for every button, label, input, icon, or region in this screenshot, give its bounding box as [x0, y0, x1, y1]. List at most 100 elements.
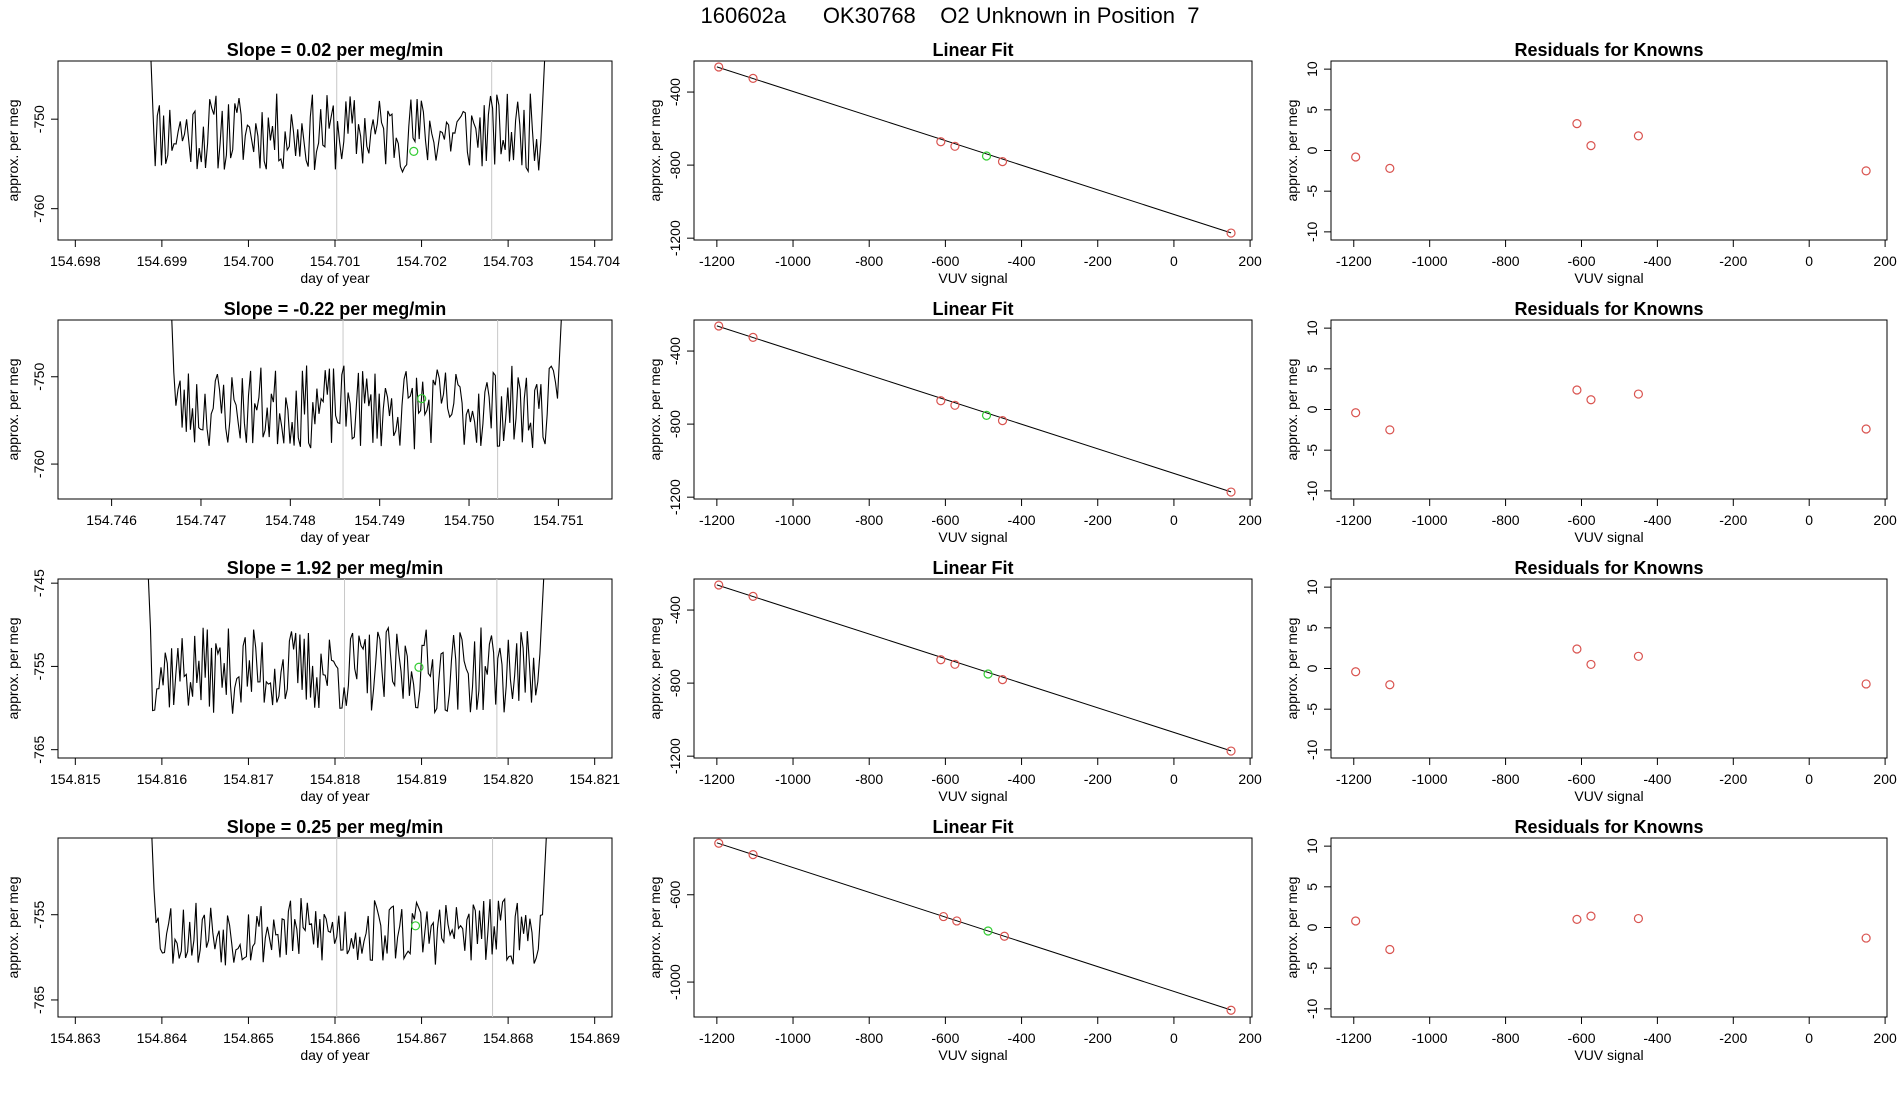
- x-tick-label: -800: [855, 512, 883, 528]
- x-tick-label: -600: [931, 512, 959, 528]
- x-tick-label: 154.819: [396, 771, 447, 787]
- known-point: [936, 655, 946, 665]
- y-tick-label: -5: [1304, 444, 1320, 457]
- x-tick-label: -800: [855, 253, 883, 269]
- known-point: [1633, 389, 1644, 399]
- plot-title: Linear Fit: [932, 40, 1013, 60]
- plot-data: [714, 580, 1236, 756]
- known-point: [748, 591, 758, 601]
- x-tick-label: -200: [1084, 512, 1112, 528]
- x-tick-label: 200: [1238, 253, 1262, 269]
- y-tick-label: -600: [667, 881, 683, 909]
- x-tick-label: 154.746: [86, 512, 137, 528]
- unknown-point: [981, 151, 992, 161]
- plot-title: Linear Fit: [932, 299, 1013, 319]
- x-axis-label: day of year: [300, 1047, 370, 1063]
- x-tick-label: -1000: [775, 771, 811, 787]
- unknown-point: [414, 662, 424, 672]
- plot-frame: [693, 837, 1253, 1018]
- unknown-point: [981, 410, 992, 420]
- x-tick-label: -800: [855, 771, 883, 787]
- known-point: [950, 659, 960, 669]
- panel-r1-c1: Slope = 0.02 per meg/min 154.698 154.699 15…: [5, 40, 620, 286]
- plot-data: [1351, 119, 1871, 176]
- x-tick-label: -800: [1492, 771, 1520, 787]
- known-point: [1633, 651, 1644, 661]
- x-tick-label: -400: [1643, 771, 1671, 787]
- y-tick-label: -5: [1304, 703, 1320, 716]
- known-point: [1586, 659, 1596, 670]
- x-tick-label: -600: [1567, 253, 1595, 269]
- x-tick-label: -400: [1008, 1030, 1036, 1046]
- y-tick-label: -745: [31, 569, 47, 597]
- known-point: [1385, 425, 1395, 435]
- known-point: [748, 849, 758, 860]
- x-tick-label: 154.865: [223, 1030, 274, 1046]
- y-tick-label: -760: [31, 194, 47, 222]
- x-tick-label: 0: [1805, 253, 1813, 269]
- x-tick-label: 154.863: [50, 1030, 101, 1046]
- fit-line: [716, 842, 1232, 1011]
- x-tick-label: -1000: [1412, 253, 1448, 269]
- y-tick-label: -1200: [667, 479, 683, 515]
- x-tick-label: 200: [1238, 512, 1262, 528]
- known-point: [997, 675, 1008, 685]
- x-tick-label: 154.704: [569, 253, 620, 269]
- x-axis-label: VUV signal: [938, 270, 1007, 286]
- y-tick-label: -400: [667, 596, 683, 624]
- plot-title: Residuals for Knowns: [1514, 40, 1703, 60]
- x-axis-label: VUV signal: [1574, 529, 1643, 545]
- x-axis-label: day of year: [300, 529, 370, 545]
- figure-title: 160602a OK30768 O2 Unknown in Position 7: [700, 3, 1200, 28]
- x-axis-label: VUV signal: [1574, 1047, 1643, 1063]
- known-point: [1586, 141, 1596, 151]
- y-tick-label: -10: [1304, 481, 1320, 501]
- y-axis-label: approx. per meg: [5, 618, 21, 720]
- y-axis-label: approx. per meg: [647, 877, 663, 979]
- y-tick-label: 0: [1304, 146, 1320, 154]
- y-tick-label: 0: [1304, 664, 1320, 672]
- per-meg-trace: [147, 579, 545, 715]
- unknown-point: [983, 669, 993, 679]
- known-point: [1633, 131, 1644, 141]
- x-axis-label: day of year: [300, 270, 370, 286]
- x-tick-label: 0: [1170, 512, 1178, 528]
- y-axis-label: approx. per meg: [5, 877, 21, 979]
- x-tick-label: -600: [1567, 771, 1595, 787]
- x-tick-label: -1000: [1412, 771, 1448, 787]
- y-tick-label: 10: [1304, 61, 1320, 77]
- plot-title: Slope = 0.25 per meg/min: [227, 817, 444, 837]
- known-point: [714, 838, 724, 848]
- known-point: [748, 332, 758, 342]
- y-axis-label: approx. per meg: [1284, 100, 1300, 202]
- plot-title: Residuals for Knowns: [1514, 299, 1703, 319]
- x-axis-label: VUV signal: [1574, 270, 1643, 286]
- unknown-point: [410, 921, 421, 931]
- plot-data: [147, 579, 545, 758]
- known-point: [997, 416, 1008, 426]
- plot-title: Slope = 1.92 per meg/min: [227, 558, 444, 578]
- known-point: [952, 916, 962, 926]
- x-axis-label: VUV signal: [1574, 788, 1643, 804]
- x-axis-label: VUV signal: [938, 529, 1007, 545]
- x-tick-label: -600: [931, 1030, 959, 1046]
- plot-title: Slope = 0.02 per meg/min: [227, 40, 444, 60]
- known-point: [1572, 914, 1582, 924]
- x-tick-label: -400: [1643, 1030, 1671, 1046]
- panel-r2-c3: Residuals for Knowns-1200 -1000 -800 -600 -4…: [1284, 299, 1897, 545]
- panel-r1-c3: Residuals for Knowns-1200 -1000 -800 -600 -4…: [1284, 40, 1897, 286]
- plot-frame: [1330, 319, 1888, 500]
- x-tick-label: 154.864: [137, 1030, 188, 1046]
- x-tick-label: -600: [931, 771, 959, 787]
- panel-r4-c3: Residuals for Knowns-1200 -1000 -800 -600 -4…: [1284, 817, 1897, 1063]
- x-tick-label: -200: [1719, 512, 1747, 528]
- x-tick-label: 0: [1805, 512, 1813, 528]
- x-tick-label: 154.818: [310, 771, 361, 787]
- known-point: [1226, 746, 1236, 756]
- x-tick-label: 154.867: [396, 1030, 447, 1046]
- known-point: [936, 396, 946, 406]
- known-point: [1861, 166, 1871, 176]
- known-point: [999, 931, 1010, 941]
- x-tick-label: 154.820: [483, 771, 534, 787]
